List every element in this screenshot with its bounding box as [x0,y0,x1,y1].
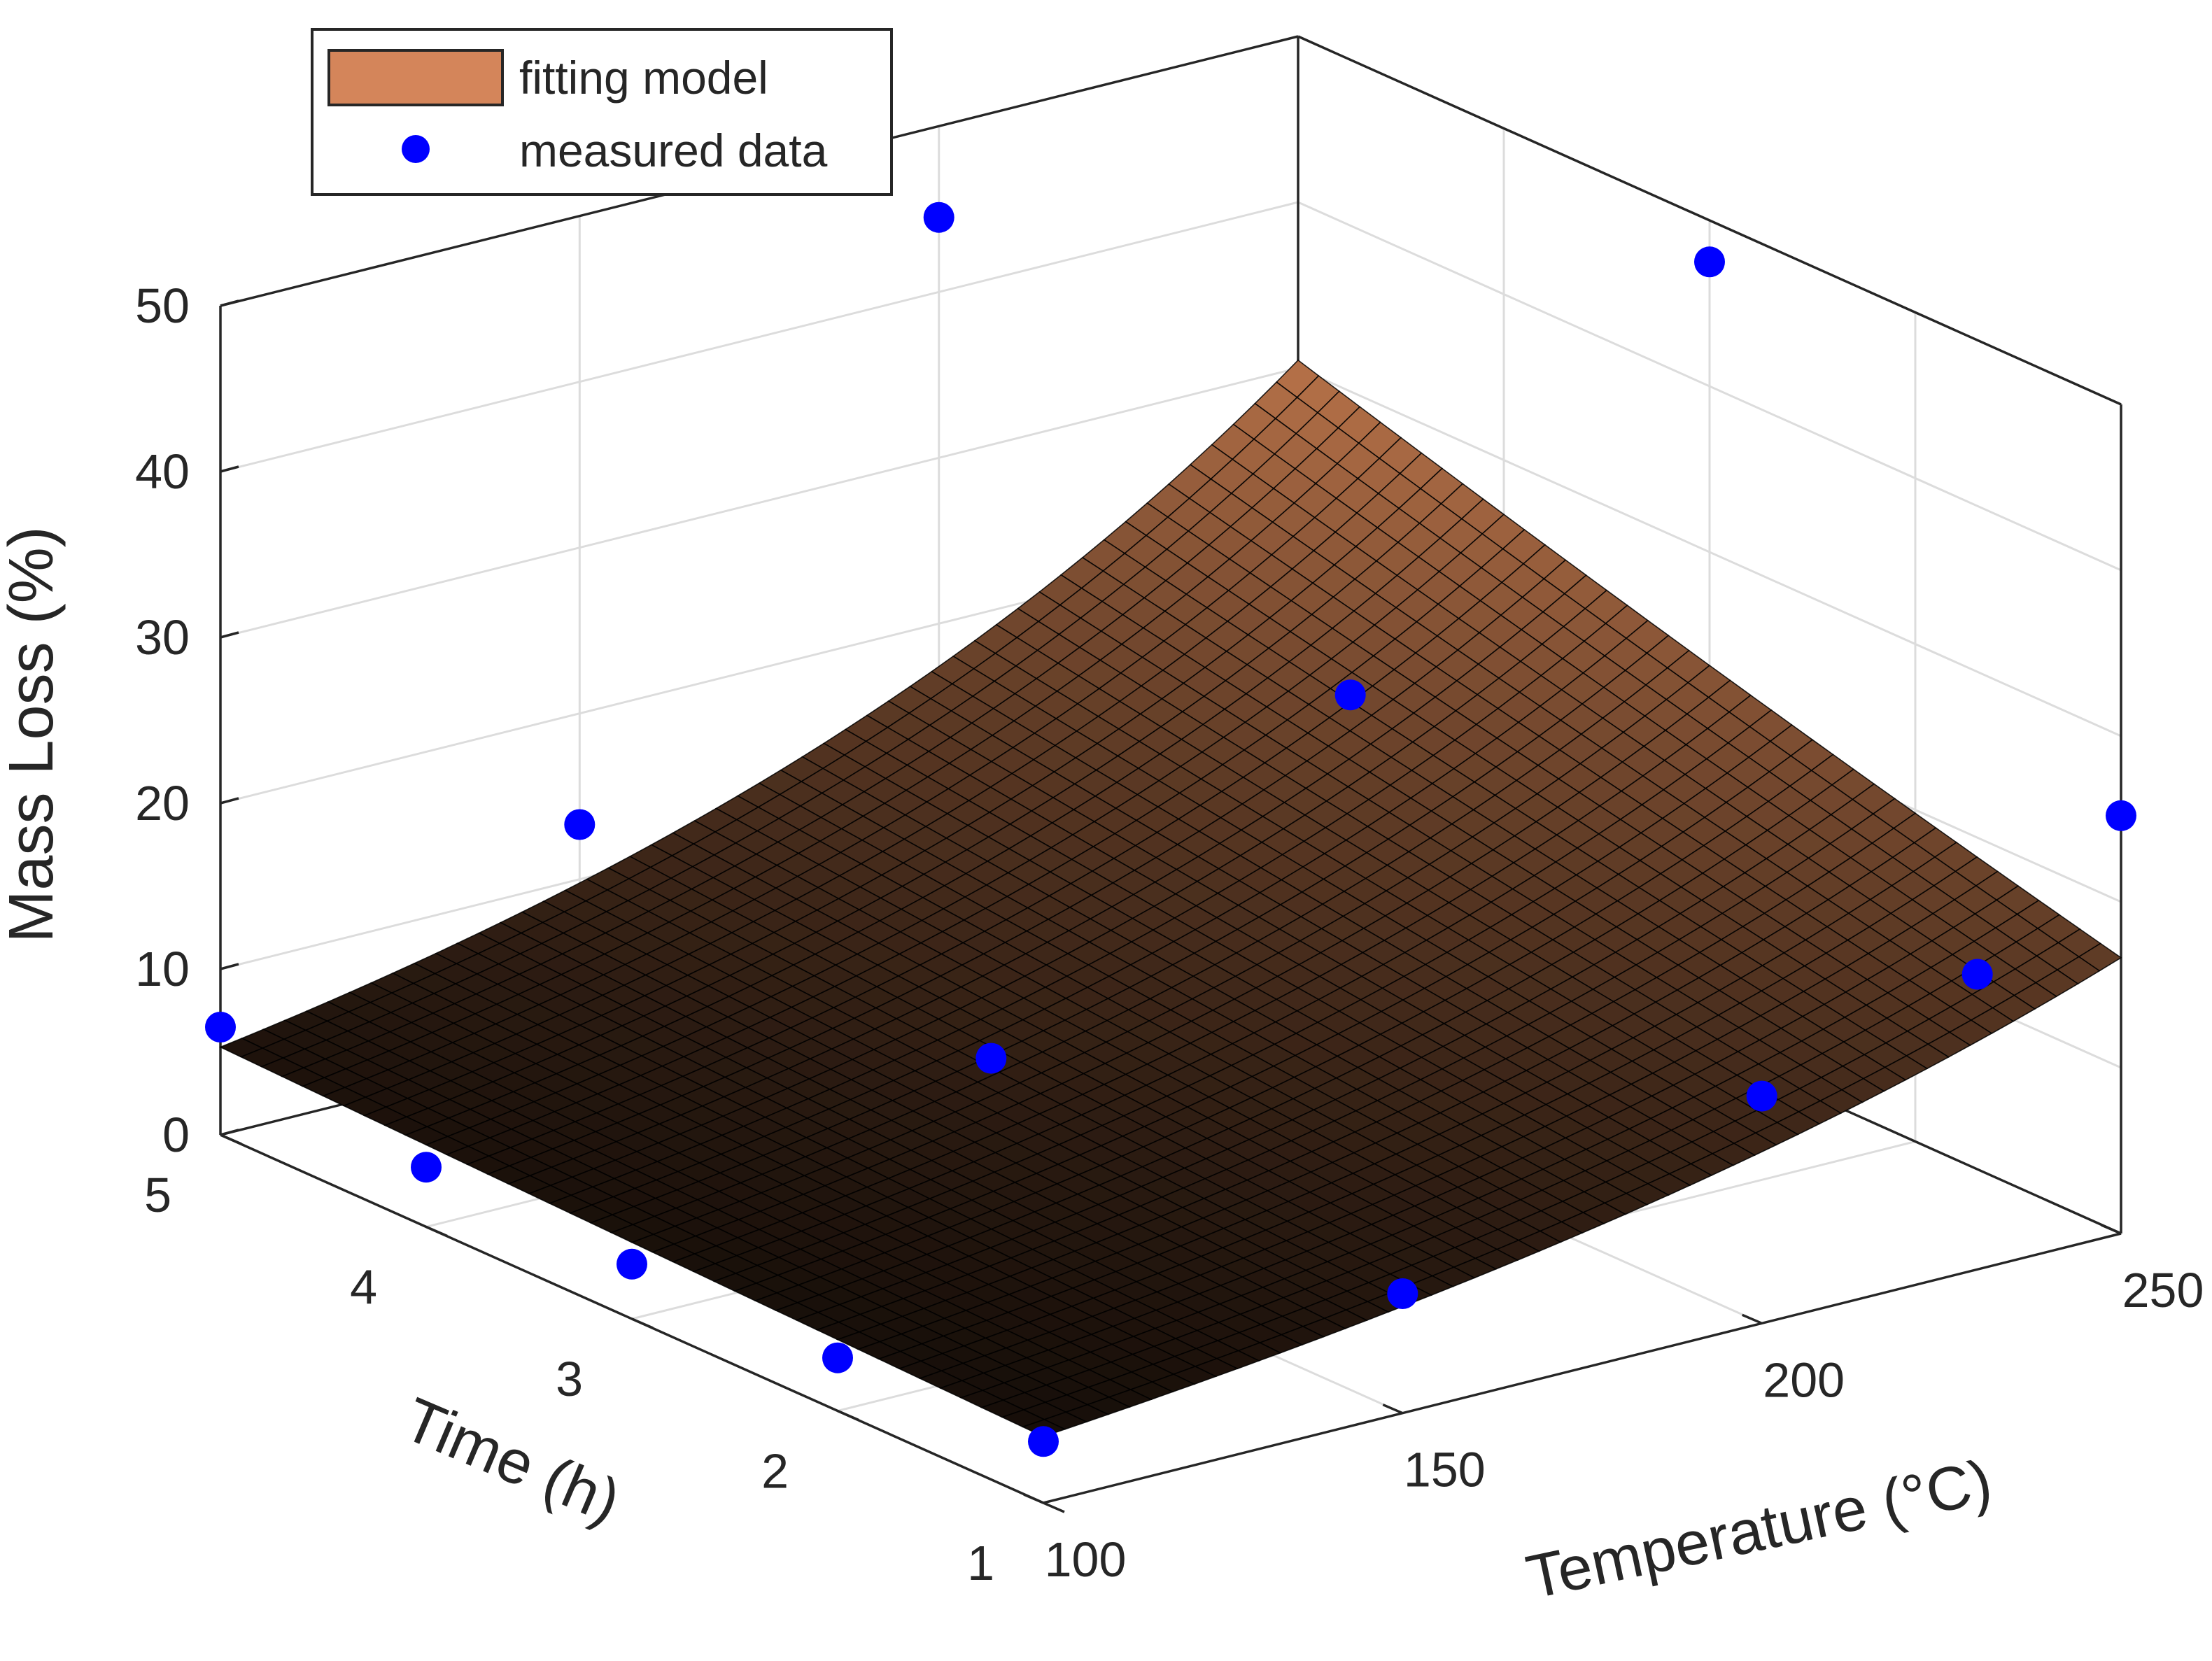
legend-surface-swatch [327,49,504,106]
y-tick [837,1409,859,1422]
measured-data-point [2106,800,2136,831]
measured-data-point [923,202,954,233]
x-tick-label: 100 [1045,1532,1127,1587]
measured-data-point [822,1342,853,1373]
z-tick-label: 0 [162,1108,190,1162]
x-tick-label: 200 [1763,1352,1845,1407]
z-tick-label: 20 [135,776,190,830]
y-tick [220,1133,242,1145]
y-tick-label: 2 [761,1444,789,1499]
measured-data-series [205,202,2136,1457]
z-tick [220,631,239,639]
y-tick-label: 1 [967,1536,994,1590]
x-tick-label: 150 [1404,1443,1486,1497]
measured-data-point [1387,1278,1418,1309]
z-tick [220,299,239,307]
backwall-gridline-z [220,367,1299,639]
z-tick-label: 10 [135,942,190,996]
z-tick [220,797,239,805]
measured-data-point [205,1012,236,1042]
sidewall-gridline-z [1297,367,2122,737]
measured-data-point [617,1248,647,1280]
sidewall-gridline-z [1297,201,2122,572]
z-tick-label: 30 [135,610,190,665]
axis-box-edge [1297,35,2122,406]
z-axis-label: Mass Loss (%) [0,526,66,942]
y-tick [631,1317,654,1329]
measured-data-point [975,1042,1007,1074]
x-tick [1023,1493,1044,1504]
z-tick [220,1129,239,1136]
z-tick-label: 40 [135,444,190,499]
y-tick-label: 4 [350,1260,377,1315]
z-tick [220,963,239,970]
x-tick [1382,1404,1403,1415]
z-tick-label: 50 [135,278,190,333]
x-tick-label: 250 [2122,1263,2204,1317]
y-tick [425,1225,448,1238]
measured-data-point [564,809,596,840]
x-tick [1742,1313,1763,1324]
measured-data-point [1334,679,1366,711]
axis-ticks: 0 10 20 30 40 50 1 2 3 4 5 100 150 200 250 [135,278,2204,1590]
backwall-gridline-z [220,201,1299,473]
legend-label-fitting-model: fitting model [519,52,768,104]
legend: fitting model measured data [311,28,893,196]
measured-data-point [1746,1080,1777,1112]
measured-data-point [411,1152,442,1183]
y-tick-label: 3 [556,1352,583,1406]
legend-label-measured-data: measured data [519,125,828,176]
x-tick [2101,1224,2122,1235]
y-tick-label: 5 [144,1168,171,1222]
legend-marker-measured-data [402,135,430,163]
axis-box-edge [1043,1232,2122,1504]
y-tick [1043,1501,1065,1513]
measured-data-point [1028,1426,1059,1457]
measured-data-point [1694,246,1725,278]
z-tick [220,465,239,473]
measured-data-point [1961,959,1993,990]
